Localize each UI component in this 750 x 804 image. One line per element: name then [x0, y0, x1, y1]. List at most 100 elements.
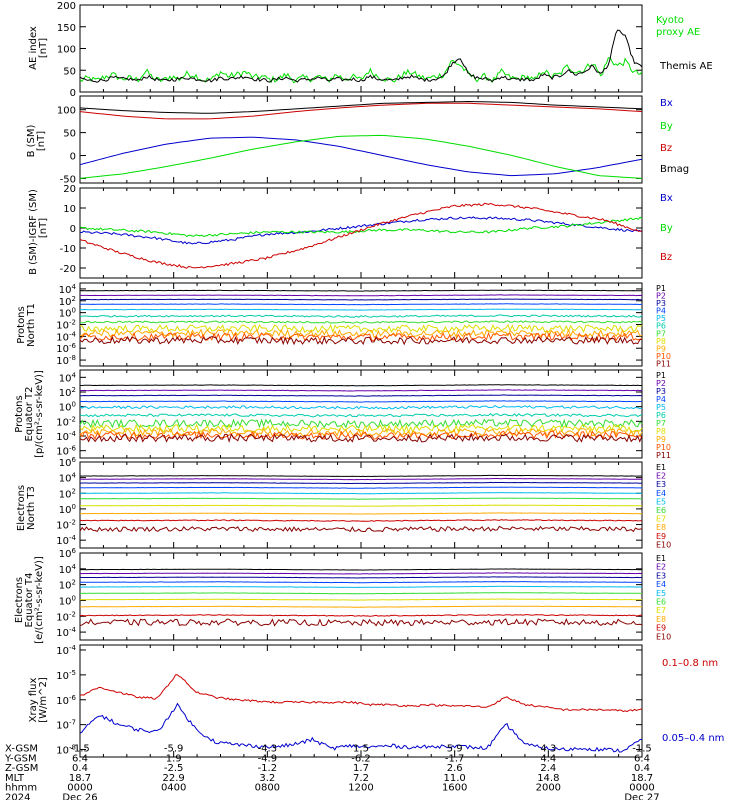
series-db-bx: [79, 216, 643, 245]
ylabel-e2-unit: [e/(cm²-s-sr-keV)]: [34, 556, 45, 644]
channel-label-p3: P3: [656, 299, 666, 308]
series-themis-ae: [79, 29, 643, 83]
series-e5: [80, 585, 642, 588]
channel-label-e10: E10: [656, 632, 671, 641]
y-tick-label: 0: [70, 152, 76, 163]
x-cell: 0400: [161, 783, 186, 794]
ylabel-e1-sub: North T3: [26, 486, 37, 530]
series-xray-long: [79, 674, 643, 713]
ylabel-xray-unit: [W/m^2]: [38, 677, 49, 723]
y-tick-label: 102: [59, 487, 76, 500]
x-row-label: hhmm: [5, 783, 37, 794]
ylabel-b-unit: [nT]: [36, 131, 47, 151]
y-tick-label: 102: [59, 295, 76, 308]
y-tick-label: 104: [59, 371, 77, 384]
y-tick-label: 10-6: [56, 445, 76, 458]
x-cell: -4.9: [258, 754, 278, 765]
x-cell: 6.4: [72, 754, 88, 765]
series-e5: [79, 492, 643, 495]
ylabel-p1: Protons: [16, 306, 27, 343]
channel-label-p1: P1: [656, 371, 666, 380]
y-tick-label: 10-2: [56, 415, 76, 428]
x-cell: Dec 26: [62, 793, 97, 801]
channel-label-p9: P9: [656, 435, 666, 444]
series-b-bmag: [79, 100, 643, 114]
ylabel-p2-sub: Equator T2: [24, 387, 35, 442]
ylabel-p2-unit: [p/(cm²-s-sr-keV)]: [34, 370, 45, 458]
panel-frame-2: [79, 187, 643, 279]
x-cell: -1.7: [445, 754, 465, 765]
x-cell: -6.2: [351, 754, 371, 765]
y-tick-label: -50: [60, 174, 76, 185]
series-p2: [79, 294, 643, 297]
series-e9: [79, 614, 643, 617]
legend-b-bmag: Bmag: [660, 164, 689, 175]
channel-label-p6: P6: [656, 411, 666, 420]
y-tick-label: 50: [63, 129, 76, 140]
series-b-by: [79, 134, 643, 179]
x-cell: 11.0: [444, 773, 466, 784]
channel-label-e3: E3: [656, 480, 666, 489]
ylabel-ae: AE index: [28, 26, 39, 70]
x-cell: 0000: [67, 783, 92, 794]
y-tick-label: 10-4: [56, 626, 76, 639]
series-p7: [79, 320, 643, 324]
series-p1: [79, 289, 643, 292]
channel-label-e4: E4: [656, 580, 666, 589]
series-p11: [79, 335, 643, 346]
channel-label-p5: P5: [656, 314, 666, 323]
y-tick-label: 10-5: [56, 669, 76, 682]
series-e6: [80, 592, 643, 595]
y-tick-label: 100: [59, 307, 76, 320]
y-tick-label: 10-4: [56, 644, 76, 657]
channel-label-e3: E3: [656, 571, 666, 580]
y-tick-label: 10-4: [56, 534, 76, 547]
channel-label-e5: E5: [656, 589, 666, 598]
x-cell: 18.7: [631, 773, 653, 784]
x-cell: 2.4: [540, 763, 556, 774]
channel-label-p2: P2: [656, 292, 666, 301]
channel-label-p4: P4: [656, 307, 666, 316]
x-cell: 1.9: [166, 754, 182, 765]
channel-label-e6: E6: [656, 598, 666, 607]
y-tick-label: 104: [59, 283, 77, 296]
series-p3: [80, 298, 642, 301]
channel-label-p5: P5: [656, 403, 666, 412]
series-p2: [79, 389, 643, 392]
y-tick-label: 100: [59, 594, 76, 607]
y-tick-label: 10-2: [56, 519, 76, 532]
x-row-label: Y-GSM: [4, 754, 37, 765]
series-e4: [80, 581, 643, 584]
channel-label-p9: P9: [656, 344, 666, 353]
channel-label-e7: E7: [656, 515, 666, 524]
x-cell: 5.9: [447, 744, 463, 755]
panel-frame-1: [79, 95, 643, 184]
channel-label-p11: P11: [656, 451, 671, 460]
x-cell: -2.5: [164, 763, 184, 774]
y-tick-label: 10-4: [56, 430, 76, 443]
x-cell: 2000: [536, 783, 561, 794]
y-tick-label: 102: [59, 579, 76, 592]
y-tick-label: 104: [59, 563, 77, 576]
y-tick-label: 10-6: [56, 694, 76, 707]
legend-themis-ae: Themis AE: [659, 61, 713, 72]
series-e10: [79, 618, 643, 627]
x-cell: 1600: [442, 783, 467, 794]
x-cell: 1.7: [353, 763, 369, 774]
channel-label-p3: P3: [656, 387, 666, 396]
series-e3: [79, 576, 643, 579]
series-p11: [79, 432, 643, 443]
legend-db-bz: Bz: [660, 252, 672, 263]
channel-label-p10: P10: [656, 352, 671, 361]
channel-label-e8: E8: [656, 523, 666, 532]
legend-kyoto: Kyoto: [656, 15, 684, 26]
x-cell: 2.6: [447, 763, 463, 774]
chart-marks: P1P2P3P4P5P6P7P8P9P10P11P1P2P3P4P5P6P7P8…: [79, 29, 671, 753]
series-e6: [79, 497, 642, 500]
ylabel-ae-unit: [nT]: [38, 38, 49, 58]
x-row-label: MLT: [5, 773, 25, 784]
x-cell: 0800: [255, 783, 280, 794]
series-e8: [79, 512, 643, 515]
ylabel-e1: Electrons: [16, 485, 27, 531]
y-tick-label: 10-8: [56, 354, 76, 367]
